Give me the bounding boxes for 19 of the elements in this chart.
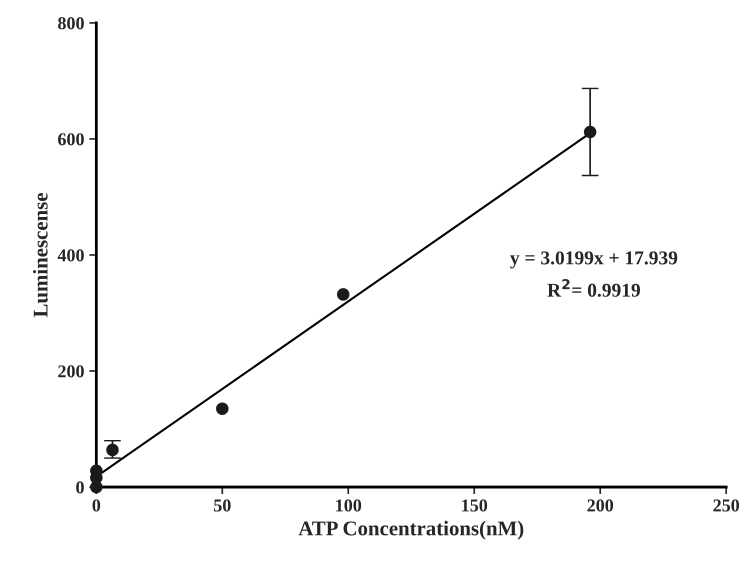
annotation: R$^{2}$= 0.9919 bbox=[547, 279, 640, 297]
point bbox=[584, 126, 596, 138]
annotation: y = 3.0199x + 17.939 bbox=[510, 251, 678, 268]
x-tick-label: 150 bbox=[462, 499, 488, 512]
y-tick-label: 200 bbox=[58, 365, 84, 378]
point bbox=[216, 402, 229, 415]
y-tick-label: 0 bbox=[76, 481, 84, 494]
point bbox=[336, 288, 350, 301]
x-axis-title: ATP Concentrations(nM) bbox=[298, 520, 524, 540]
y-tick-label: 400 bbox=[58, 249, 84, 262]
x-tick-label: 100 bbox=[336, 499, 362, 512]
x-tick-label: 200 bbox=[587, 499, 614, 512]
y-tick-label: 600 bbox=[58, 133, 84, 146]
x-tick-label: 250 bbox=[713, 499, 740, 512]
point bbox=[106, 444, 119, 456]
x-tick-label: 50 bbox=[214, 499, 231, 512]
y-tick-label: 800 bbox=[58, 17, 84, 30]
x-tick-label: 0 bbox=[92, 499, 100, 512]
y-axis-title: Luminescense bbox=[32, 193, 48, 318]
